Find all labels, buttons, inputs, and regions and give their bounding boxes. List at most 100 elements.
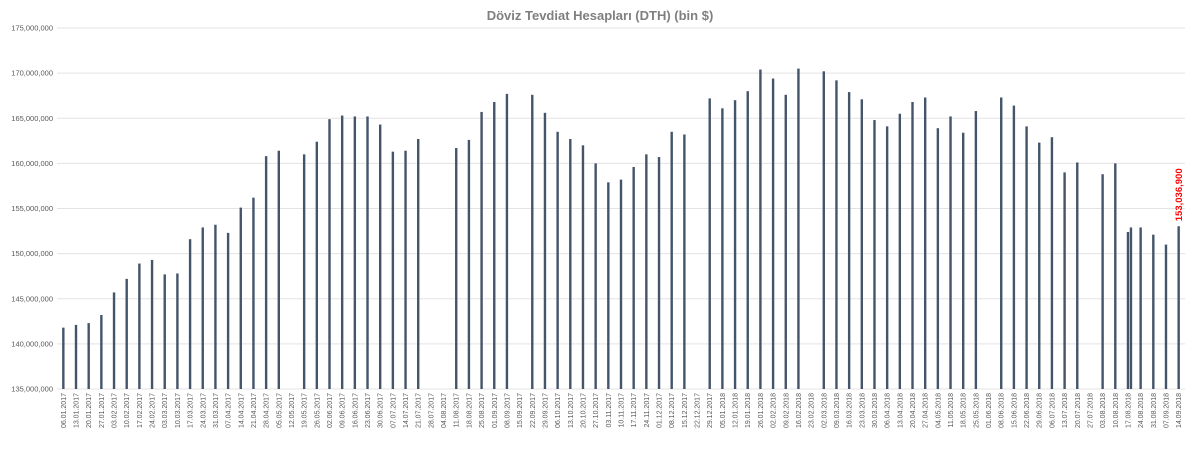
x-tick-label: 24.08.2018 [1138, 393, 1145, 428]
bar [391, 151, 395, 389]
x-tick-label: 25.05.2018 [973, 393, 980, 428]
x-tick-label: 11.05.2018 [948, 393, 955, 428]
x-tick-label: 08.12.2017 [669, 393, 676, 428]
bar [822, 71, 825, 389]
x-tick-label: 10.11.2017 [619, 393, 626, 428]
x-tick-label: 29.12.2017 [707, 393, 714, 428]
x-tick-label: 11.08.2017 [454, 393, 461, 428]
bar [1114, 163, 1117, 389]
x-tick-label: 04.05.2018 [935, 393, 942, 428]
x-tick-label: 30.03.2018 [872, 393, 879, 428]
x-tick-label: 17.02.2017 [137, 393, 144, 428]
bar [759, 69, 762, 389]
bar [480, 111, 483, 390]
bar [74, 324, 78, 389]
x-tick-label: 27.01.2017 [99, 393, 106, 428]
bar [860, 99, 864, 390]
x-tick-label: 08.09.2017 [504, 393, 511, 428]
x-tick-label: 22.12.2017 [695, 393, 702, 428]
x-tick-label: 28.04.2017 [264, 393, 271, 428]
x-tick-label: 06.01.2017 [61, 393, 68, 428]
x-tick-label: 29.06.2018 [1037, 393, 1044, 428]
bar [1126, 231, 1130, 389]
x-tick-label: 16.02.2018 [796, 393, 803, 428]
bar [531, 94, 534, 389]
x-tick-label: 31.08.2018 [1151, 393, 1158, 428]
bar [176, 273, 179, 389]
x-tick-label: 07.07.2017 [390, 393, 397, 428]
x-tick-label: 09.06.2017 [340, 393, 347, 428]
bar [100, 314, 103, 389]
x-tick-label: 06.04.2018 [885, 393, 892, 428]
bar [873, 120, 876, 390]
x-tick-label: 08.06.2018 [999, 393, 1006, 428]
bar [543, 112, 547, 390]
bar [467, 139, 471, 389]
x-tick-label: 24.02.2017 [150, 393, 157, 428]
bar [784, 94, 787, 389]
x-tick-label: 18.05.2018 [961, 393, 968, 428]
bar [1025, 126, 1028, 389]
x-tick-label: 15.06.2018 [1011, 393, 1018, 428]
bar [378, 124, 382, 389]
bar [150, 259, 154, 389]
y-tick-label: 140,000,000 [11, 339, 53, 348]
bar [1129, 227, 1133, 389]
x-tick-label: 19.05.2017 [302, 393, 309, 428]
bar [417, 139, 420, 389]
bar [569, 139, 572, 389]
bar [1063, 172, 1066, 389]
bar [936, 128, 940, 390]
bar [1152, 234, 1155, 389]
x-tick-label: 02.02.2018 [771, 393, 778, 428]
x-tick-label: 19.01.2018 [745, 393, 752, 428]
x-tick-label: 06.10.2017 [555, 393, 562, 428]
x-tick-label: 12.05.2017 [289, 393, 296, 428]
bar [556, 131, 559, 389]
bar [885, 126, 889, 389]
x-tick-label: 13.07.2018 [1062, 393, 1069, 428]
x-tick-label: 18.08.2017 [466, 393, 473, 428]
bar [252, 197, 255, 389]
bar [353, 116, 357, 389]
bar [214, 224, 217, 389]
x-tick-label: 09.02.2018 [783, 393, 790, 428]
x-tick-label: 02.03.2018 [821, 393, 828, 428]
bar [619, 179, 623, 389]
bar [670, 131, 673, 389]
bar [771, 78, 775, 389]
x-tick-label: 10.02.2017 [124, 393, 131, 428]
x-tick-label: 14.07.2017 [403, 393, 410, 428]
x-tick-label: 22.09.2017 [530, 393, 537, 428]
x-tick-label: 13.01.2017 [74, 393, 81, 428]
x-tick-label: 03.08.2018 [1100, 393, 1107, 428]
x-tick-label: 26.05.2017 [314, 393, 321, 428]
bar [112, 292, 116, 389]
y-tick-label: 135,000,000 [11, 385, 53, 394]
bar [1076, 162, 1079, 389]
x-tick-label: 21.07.2017 [416, 393, 423, 428]
bar [607, 182, 610, 389]
x-tick-label: 07.09.2018 [1163, 393, 1170, 428]
bar [733, 100, 737, 389]
x-tick-label: 27.10.2017 [593, 393, 600, 428]
x-tick-label: 20.07.2018 [1075, 393, 1082, 428]
x-tick-label: 17.08.2018 [1125, 393, 1132, 428]
bar [1050, 137, 1054, 389]
x-tick-label: 24.03.2017 [200, 393, 207, 428]
x-tick-label: 16.06.2017 [352, 393, 359, 428]
x-tick-label: 03.11.2017 [606, 393, 613, 428]
bar [226, 232, 230, 389]
bar [721, 108, 724, 389]
x-tick-label: 23.06.2017 [365, 393, 372, 428]
bar [797, 68, 800, 390]
bar [277, 150, 280, 389]
x-tick-label: 17.11.2017 [631, 393, 638, 428]
x-tick-label: 01.09.2017 [492, 393, 499, 428]
bar [835, 80, 838, 389]
y-axis: 135,000,000 140,000,000 145,000,000 150,000… [11, 24, 53, 394]
bar [847, 92, 851, 389]
x-tick-label: 14.09.2018 [1176, 393, 1183, 428]
x-tick-label: 14.04.2017 [238, 393, 245, 428]
